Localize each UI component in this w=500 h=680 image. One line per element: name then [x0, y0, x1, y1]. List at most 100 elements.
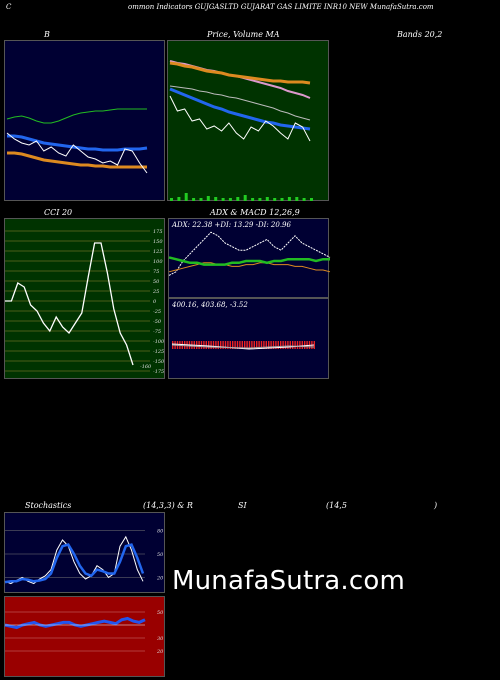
stochastics-white-line: [4, 535, 144, 585]
price-ma-label: Price, Volume MA: [207, 30, 280, 39]
watermark: MunafaSutra.com: [172, 566, 406, 596]
price-ma-panel: [167, 40, 329, 201]
bollinger-chart: [6, 108, 148, 174]
rsi-close-label: ): [434, 501, 438, 510]
stochastics-label: Stochastics: [25, 501, 72, 510]
volume-bar: [184, 193, 188, 201]
rsi-chart: 50 30 20: [4, 610, 164, 655]
macd-histogram-bar: [203, 341, 205, 349]
cci-tick-label: 125: [153, 249, 163, 255]
cci-tick-label: -75: [153, 329, 161, 335]
macd-histogram-bar: [313, 341, 315, 349]
macd-histogram-bar: [232, 341, 234, 349]
cci-tick-label: -25: [153, 309, 161, 315]
rsi-line: [4, 616, 146, 630]
volume-bar: [258, 198, 262, 201]
macd-histogram-bar: [277, 341, 279, 349]
macd-histogram-bar: [287, 341, 289, 349]
macd-histogram-bar: [241, 341, 243, 349]
stochastics-tick-label: 50: [157, 552, 164, 558]
macd-histogram-bar: [292, 341, 294, 349]
bollinger-green-line: [6, 108, 147, 124]
macd-histogram-bar: [239, 341, 241, 349]
adx-panel: ADX: 22.38 +DI: 13.29 -DI: 20.96: [168, 218, 331, 298]
stochastics-chart: 80 50 20: [4, 529, 164, 585]
volume-bar: [295, 197, 299, 201]
stochastics-tick-label: 80: [157, 529, 164, 535]
macd-histogram-bar: [212, 341, 215, 349]
cci-tick-label: -125: [153, 349, 164, 355]
macd-histogram-bar: [289, 341, 291, 349]
adx-values: ADX: 22.38 +DI: 13.29 -DI: 20.96: [172, 221, 291, 229]
macd-histogram-bar: [263, 341, 265, 349]
volume-bar: [214, 197, 218, 201]
macd-histogram-bar: [200, 341, 203, 349]
macd-histogram-bar: [224, 341, 227, 349]
volume-bar: [206, 196, 210, 201]
volume-bar: [236, 197, 240, 201]
cci-tick-label: -150: [153, 359, 165, 365]
stochastics-panel: 80 50 20: [4, 512, 165, 593]
adx-green-line: [168, 256, 330, 266]
cci-tick-label: 0: [153, 299, 157, 305]
volume-bar: [221, 198, 225, 201]
volume-bar: [280, 198, 284, 201]
page-title: ommon Indicators GUJGASLTD GUJARAT GAS L…: [128, 3, 434, 11]
volume-bar: [265, 197, 269, 201]
rsi-panel: 50 30 20: [4, 596, 165, 677]
macd-histogram-bar: [294, 341, 296, 349]
macd-histogram-bar: [227, 341, 229, 349]
adx-macd-label: ADX & MACD 12,26,9: [210, 208, 300, 217]
volume-bar: [251, 198, 255, 201]
macd-histogram-bar: [270, 341, 272, 349]
macd-histogram-bar: [296, 341, 299, 349]
macd-signal-line: [171, 344, 315, 349]
volume-bar: [170, 198, 173, 201]
cci-tick-label: -100: [153, 339, 165, 345]
volume-bar: [192, 198, 196, 201]
volume-bar: [273, 198, 277, 201]
cci-tick-label: 75: [153, 269, 159, 275]
stochastics-params-label: (14,3,3) & R: [143, 501, 193, 510]
cci-tick-label: -50: [153, 319, 162, 325]
adx-orange-line: [168, 262, 331, 273]
macd-histogram-bar: [299, 341, 301, 349]
price-ma-orange-line: [169, 61, 311, 85]
bands-label: Bands 20,2: [397, 30, 443, 39]
macd-chart: [171, 341, 315, 350]
cci-chart: 175 150 125 100 75 50 25 0 -25 -50 -75 -100 -125 -150…: [5, 229, 165, 375]
stochastics-tick-label: 20: [156, 575, 164, 581]
macd-histogram-bar: [256, 341, 258, 349]
macd-histogram-bar: [304, 341, 306, 349]
macd-histogram-bar: [251, 341, 253, 349]
macd-histogram-bar: [234, 341, 236, 349]
cci-tick-label: 25: [152, 289, 159, 295]
macd-histogram-bar: [301, 341, 303, 349]
rsi-params-label: (14,5: [326, 501, 347, 510]
cci-panel: 175 150 125 100 75 50 25 0 -25 -50 -75 -100 -125 -150…: [4, 218, 165, 379]
cci-tick-label: 150: [153, 239, 163, 245]
cci-tick-label: 175: [153, 229, 163, 235]
macd-histogram-bar: [282, 341, 284, 349]
price-ma-white-line: [169, 95, 311, 142]
adx-chart: [168, 231, 331, 276]
volume-bar: [199, 198, 203, 201]
macd-histogram-bar: [253, 341, 255, 349]
bollinger-label: B: [44, 30, 50, 39]
macd-histogram-bar: [208, 341, 210, 349]
bollinger-orange-line: [7, 151, 147, 169]
macd-histogram-bar: [244, 341, 246, 349]
macd-histogram-bar: [222, 341, 224, 349]
volume-bar: [243, 195, 247, 201]
rsi-si-label: SI: [238, 501, 247, 510]
price-ma-chart: [169, 60, 313, 201]
macd-histogram-bar: [217, 341, 219, 349]
macd-histogram-bar: [268, 341, 270, 349]
macd-panel: 400.16, 403.68, -3.52: [168, 298, 329, 379]
macd-histogram-bar: [272, 341, 275, 349]
cci-last-value: -160: [140, 364, 152, 370]
macd-histogram-bar: [265, 341, 267, 349]
header-left-letter: C: [6, 3, 12, 11]
cci-tick-label: 100: [153, 259, 163, 265]
macd-histogram-bar: [248, 341, 251, 349]
